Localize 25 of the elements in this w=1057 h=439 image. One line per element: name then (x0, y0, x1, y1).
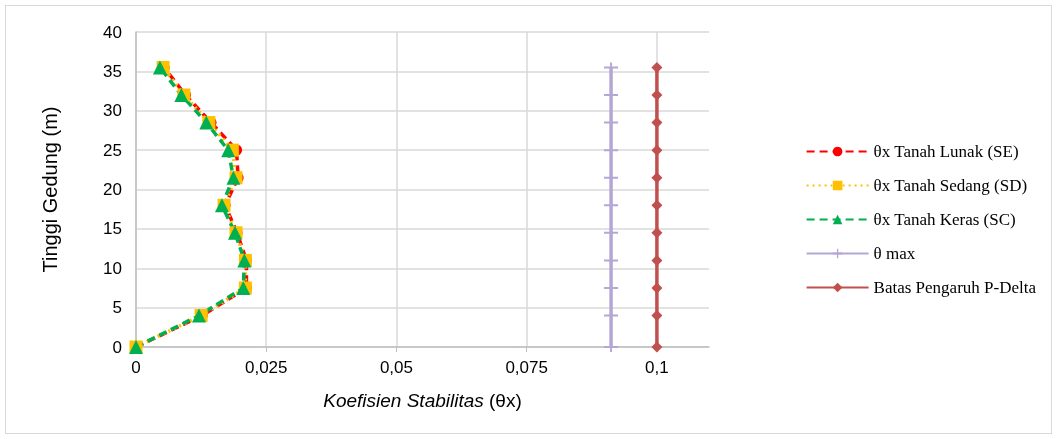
legend-label: θx Tanah Keras (SC) (873, 210, 1016, 229)
x-tick-label: 0,025 (244, 358, 288, 377)
point (651, 61, 663, 73)
x-tick-label: 0,05 (379, 358, 413, 377)
legend-label: θ max (873, 244, 916, 263)
y-tick-label: 10 (103, 258, 122, 278)
legend-label: Batas Pengaruh P-Delta (873, 278, 1037, 297)
y-tick-label: 20 (103, 180, 122, 199)
legend-label: θx Tanah Lunak (SE) (873, 142, 1019, 161)
x-tick-label: 0,075 (505, 358, 548, 377)
y-tick-label: 25 (103, 140, 122, 160)
legend-label: θx Tanah Sedang (SD) (873, 176, 1028, 195)
point (651, 310, 663, 321)
x-axis-title: Koefisien Stabilitas (θx) (323, 390, 522, 411)
y-tick-label: 35 (103, 61, 122, 81)
y-tick-label: 5 (112, 298, 122, 318)
y-tick-label: 0 (112, 337, 122, 357)
point (221, 143, 236, 158)
y-tick-label: 15 (103, 219, 122, 239)
y-tick-label: 40 (103, 22, 122, 42)
y-axis-title: Tinggi Gedung (m) (39, 106, 61, 273)
y-tick-label: 30 (103, 101, 122, 121)
point (152, 60, 167, 75)
x-tick-label: 0 (131, 358, 141, 377)
x-tick-label: 0,1 (645, 358, 669, 377)
